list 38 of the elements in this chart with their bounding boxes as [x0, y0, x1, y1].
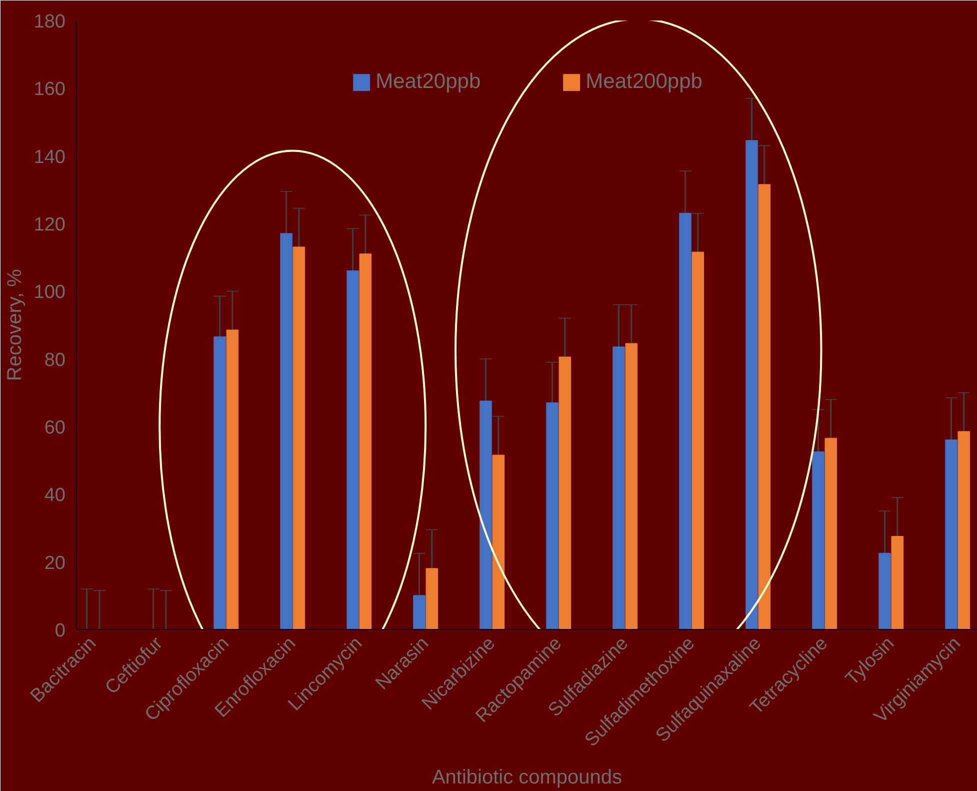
bar: [214, 336, 226, 630]
bar: [359, 253, 372, 630]
y-tick-label: 180: [34, 12, 66, 32]
legend-label: Meat200ppb: [586, 70, 702, 94]
bar: [492, 454, 505, 630]
bar: [958, 431, 970, 630]
bar: [558, 356, 572, 630]
bar: [426, 568, 438, 630]
y-tick-label: 20: [44, 552, 66, 574]
bar: [546, 402, 558, 630]
bar: [292, 246, 306, 630]
y-tick-label: 160: [34, 79, 66, 100]
y-tick-label: 100: [34, 282, 66, 304]
bar: [625, 343, 638, 630]
y-tick-label: 120: [34, 214, 66, 236]
bar: [758, 184, 771, 630]
y-tick-label: 40: [44, 485, 66, 506]
bar: [612, 346, 625, 630]
y-tick-label: 80: [44, 350, 66, 371]
x-axis-title: Antibiotic compounds: [432, 766, 622, 788]
bar: [679, 212, 692, 630]
legend-label: Meat20ppb: [376, 70, 481, 94]
y-tick-label: 140: [34, 146, 66, 168]
bar: [480, 400, 492, 630]
y-axis-title: Recovery, %: [4, 268, 26, 381]
bar: [413, 595, 426, 630]
bar: [280, 233, 292, 630]
bar: [891, 536, 904, 630]
bar: [945, 440, 958, 630]
bar: [812, 451, 824, 630]
y-tick-label: 0: [54, 620, 66, 642]
bar: [824, 438, 838, 630]
bar: [878, 552, 891, 630]
bar: [346, 270, 359, 630]
bar: [746, 140, 758, 630]
bar: [226, 330, 239, 630]
bar: [692, 252, 704, 630]
y-tick-label: 60: [44, 418, 66, 438]
